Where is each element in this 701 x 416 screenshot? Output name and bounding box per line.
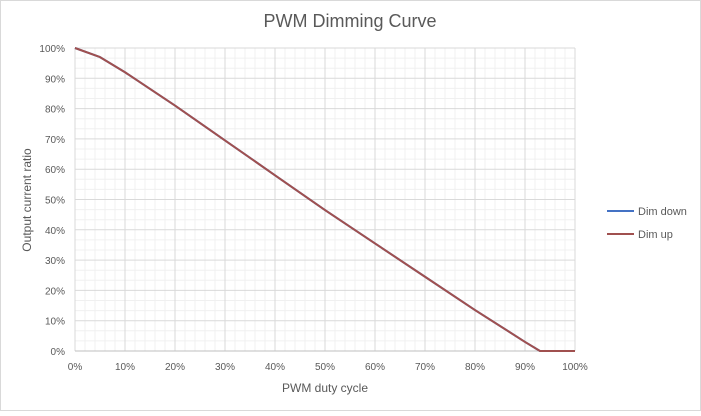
grid: [74, 47, 576, 352]
legend-label: Dim up: [638, 229, 673, 241]
x-tick-label: 40%: [265, 362, 285, 373]
x-tick-label: 100%: [562, 362, 588, 373]
y-tick-label: 20%: [45, 286, 65, 297]
y-tick-label: 60%: [45, 165, 65, 176]
y-tick-label: 90%: [45, 74, 65, 85]
y-tick-label: 10%: [45, 317, 65, 328]
series-line-dim-up: [74, 47, 575, 352]
x-tick-label: 10%: [115, 362, 135, 373]
y-tick-label: 30%: [45, 256, 65, 267]
x-tick-label: 0%: [68, 362, 83, 373]
chart-title: PWM Dimming Curve: [263, 11, 436, 31]
legend-label: Dim down: [638, 206, 687, 218]
y-tick-label: 40%: [45, 226, 65, 237]
x-tick-labels: 0% 10% 20% 30% 40% 50% 60% 70% 80% 90% 100%: [68, 362, 588, 373]
series-lines: [74, 47, 575, 352]
y-tick-label: 50%: [45, 196, 65, 207]
y-tick-label: 70%: [45, 135, 65, 146]
y-tick-labels: 0% 10% 20% 30% 40% 50% 60% 70% 80% 90% 100%: [39, 44, 65, 358]
x-tick-label: 80%: [465, 362, 485, 373]
legend: Dim down Dim up: [607, 206, 687, 241]
x-tick-label: 70%: [415, 362, 435, 373]
x-tick-label: 90%: [515, 362, 535, 373]
y-tick-label: 100%: [39, 44, 65, 55]
y-tick-label: 80%: [45, 105, 65, 116]
x-tick-label: 30%: [215, 362, 235, 373]
y-axis-title: Output current ratio: [20, 148, 34, 252]
x-tick-label: 60%: [365, 362, 385, 373]
x-tick-label: 20%: [165, 362, 185, 373]
x-axis-title: PWM duty cycle: [282, 381, 368, 395]
y-tick-label: 0%: [51, 347, 66, 358]
x-tick-label: 50%: [315, 362, 335, 373]
